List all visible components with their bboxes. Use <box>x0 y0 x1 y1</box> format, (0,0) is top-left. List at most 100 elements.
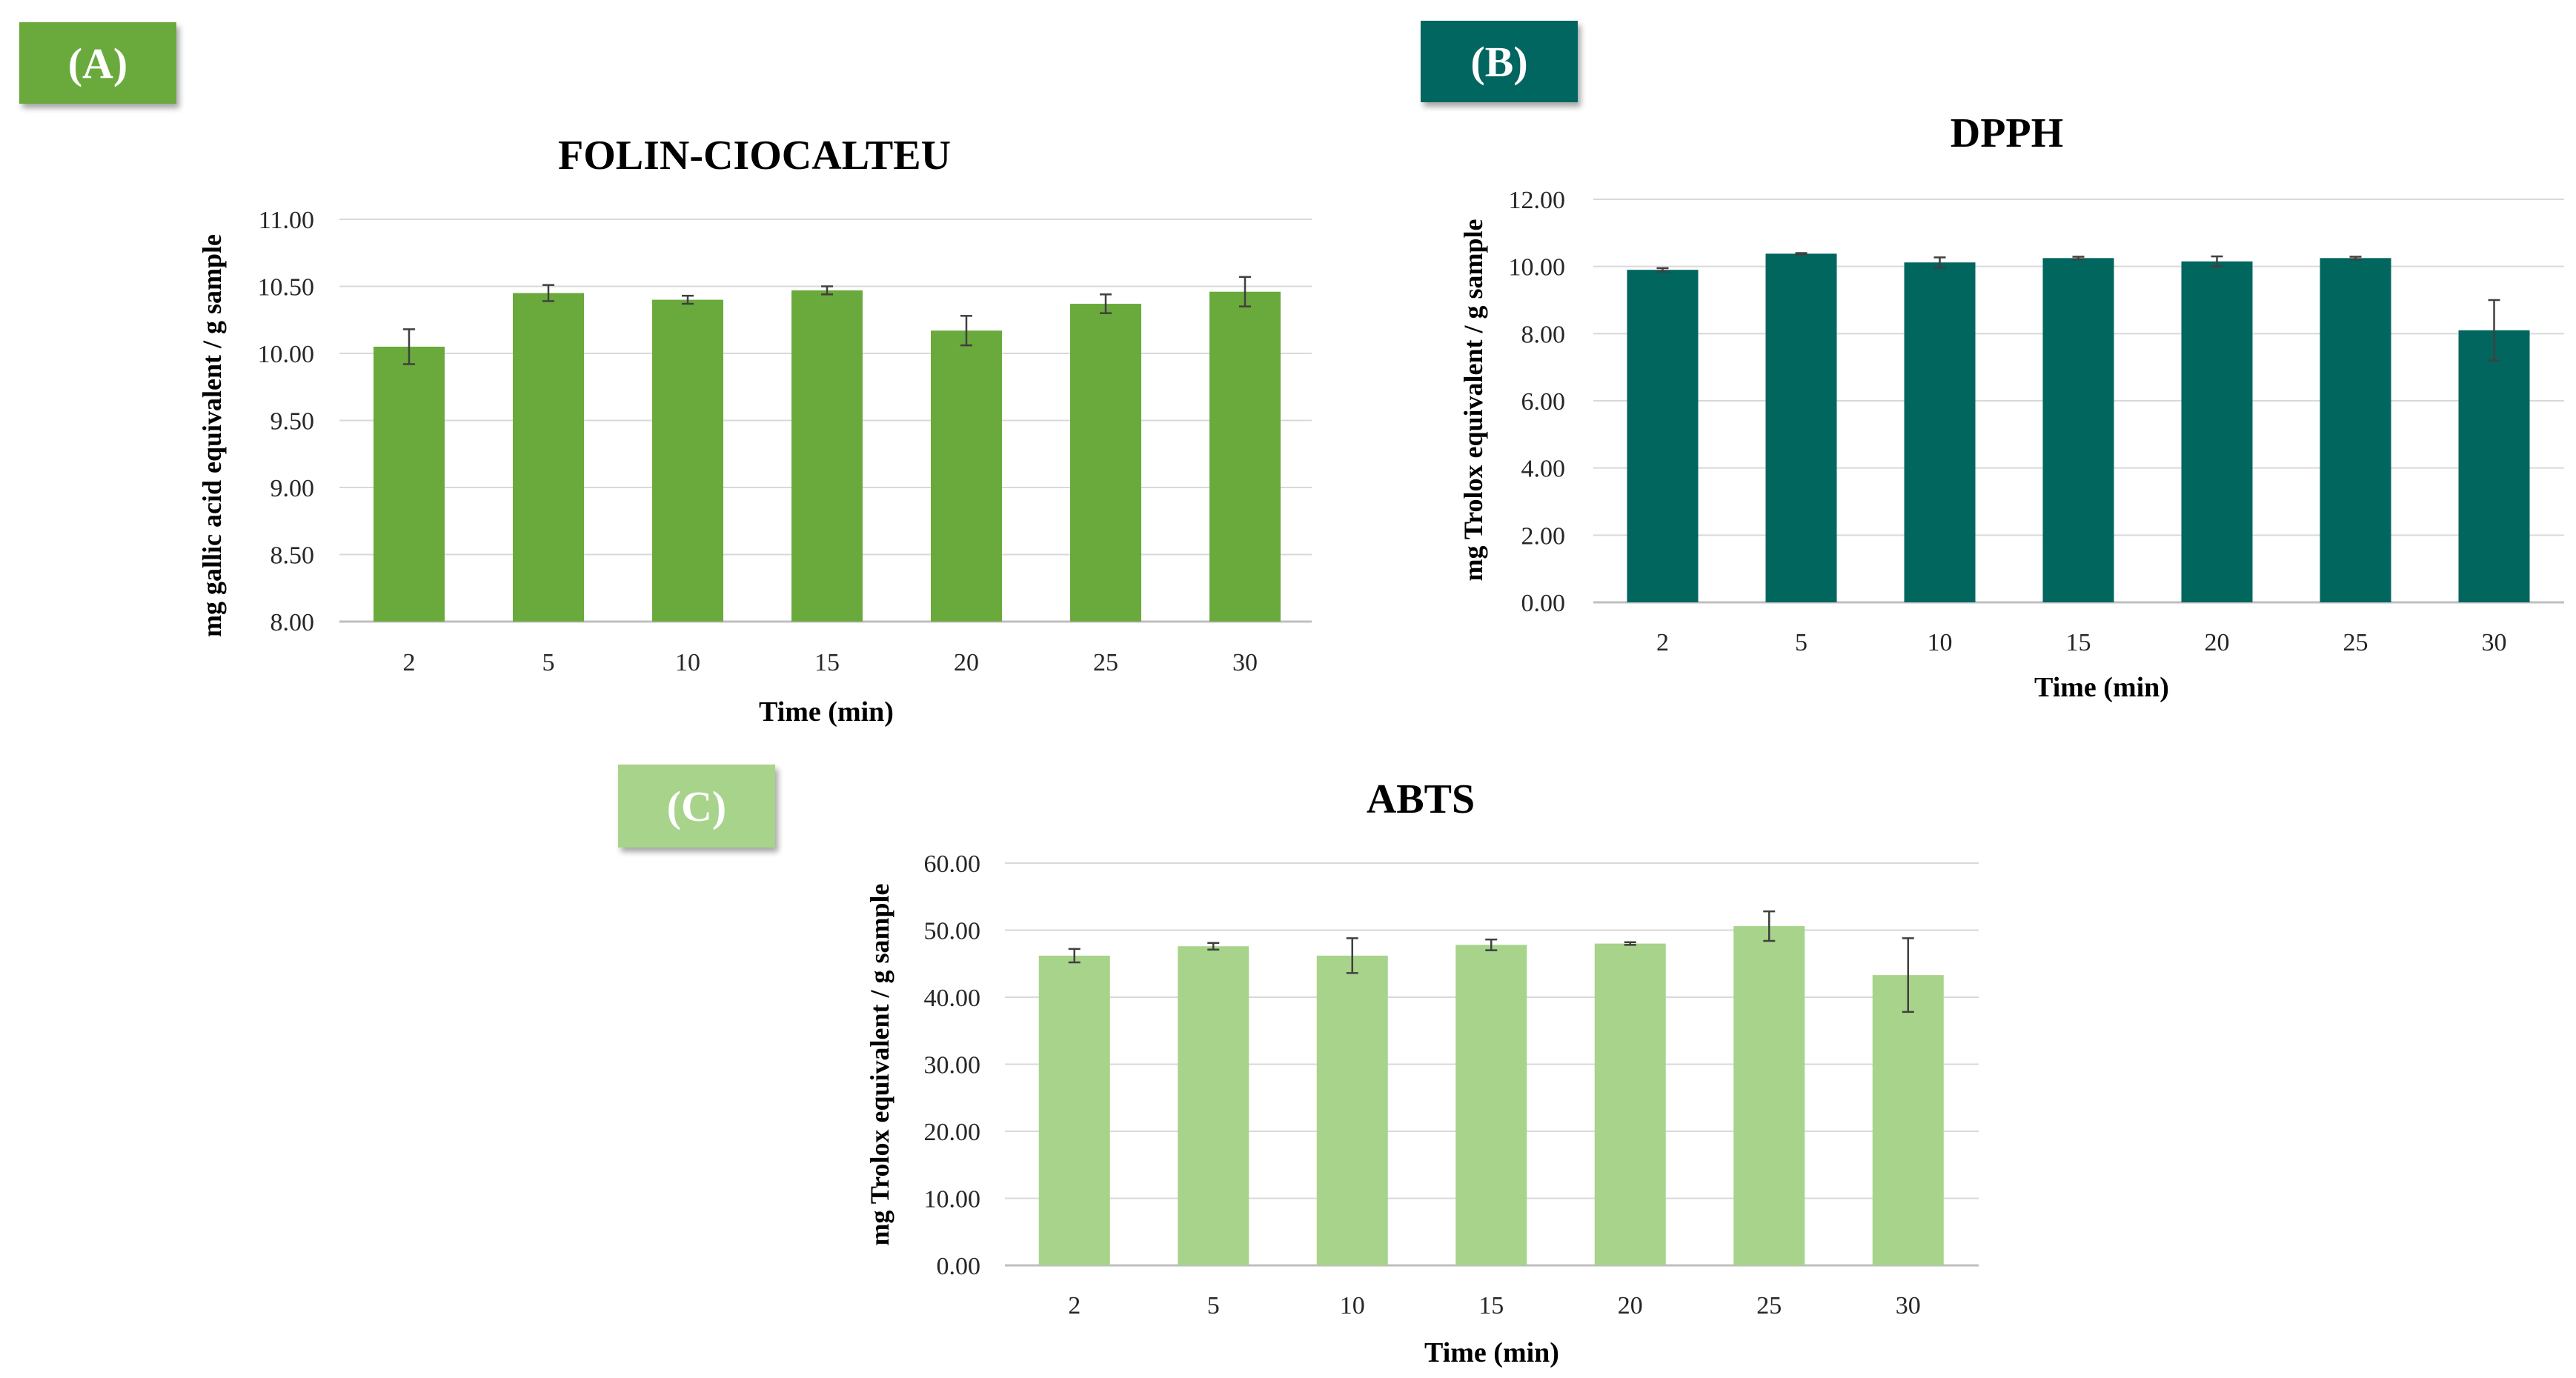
y-tick-label: 8.00 <box>270 609 315 636</box>
error-bar <box>1902 937 1914 1013</box>
y-tick-label: 20.00 <box>924 1119 981 1146</box>
y-tick-label: 11.00 <box>259 207 314 234</box>
error-bar <box>1933 256 1946 269</box>
y-tick-label: 9.50 <box>270 408 315 436</box>
error-bar <box>2211 255 2223 267</box>
error-bar <box>960 315 972 347</box>
y-tick-label: 30.00 <box>924 1052 981 1079</box>
error-bar <box>682 294 694 305</box>
bar <box>1872 975 1944 1265</box>
x-tick-label: 30 <box>1896 1292 1921 1319</box>
y-tick-label: 0.00 <box>1521 590 1566 617</box>
bar <box>2320 258 2391 602</box>
panel-badge-c: (C) <box>618 765 775 848</box>
y-tick-label: 4.00 <box>1521 456 1566 483</box>
x-tick-label: 20 <box>2205 629 2230 656</box>
bar <box>1904 262 1976 602</box>
x-tick-label: 5 <box>542 649 555 676</box>
error-bar <box>1624 941 1636 946</box>
error-bar <box>1207 942 1220 951</box>
chart-title: FOLIN-CIOCALTEU <box>558 133 951 179</box>
y-tick-label: 0.00 <box>937 1253 981 1280</box>
y-axis-label: mg Trolox equivalent / g sample <box>1458 219 1488 581</box>
bar <box>652 299 723 622</box>
x-tick-label: 15 <box>814 649 840 676</box>
x-tick-label: 30 <box>2482 629 2507 656</box>
error-bar <box>2349 256 2362 261</box>
x-axis-label: Time (min) <box>759 696 894 728</box>
error-bar <box>1656 267 1669 273</box>
x-tick-label: 20 <box>954 649 979 676</box>
bar <box>2042 258 2114 602</box>
y-tick-label: 60.00 <box>924 851 981 878</box>
x-tick-label: 30 <box>1232 649 1258 676</box>
panel-badge-background <box>19 22 176 104</box>
x-tick-label: 20 <box>1618 1292 1643 1319</box>
chart-title: ABTS <box>1367 776 1475 822</box>
y-tick-label: 10.00 <box>258 341 315 368</box>
y-tick-label: 8.50 <box>270 542 315 570</box>
y-tick-label: 2.00 <box>1521 522 1566 550</box>
bar <box>1594 943 1666 1265</box>
bar <box>1038 955 1110 1265</box>
panel-label: (C) <box>667 782 727 831</box>
x-tick-label: 2 <box>1656 629 1669 656</box>
error-bar <box>2488 299 2500 362</box>
y-tick-label: 10.00 <box>924 1186 981 1214</box>
x-tick-label: 25 <box>1093 649 1118 676</box>
x-tick-label: 5 <box>1207 1292 1220 1319</box>
error-bar <box>1795 252 1807 256</box>
error-bar <box>821 285 833 296</box>
x-axis-label: Time (min) <box>1424 1337 1559 1368</box>
bar <box>791 290 863 622</box>
x-tick-label: 5 <box>1795 629 1807 656</box>
x-tick-label: 2 <box>1068 1292 1080 1319</box>
y-axis-label: mg Trolox equivalent / g sample <box>865 883 894 1245</box>
bar <box>1070 304 1141 622</box>
chart-folin-ciocalteu: FOLIN-CIOCALTEU 8.00 8.50 9.00 9.50 10.00 10.5… <box>197 133 1312 728</box>
y-axis-label: mg gallic acid equivalent / g sample <box>197 234 227 637</box>
x-tick-label: 10 <box>675 649 700 676</box>
x-axis-label: Time (min) <box>2034 672 2169 703</box>
bar <box>1627 270 1699 602</box>
bar <box>374 346 445 622</box>
x-tick-label: 2 <box>403 649 416 676</box>
y-tick-label: 12.00 <box>1509 187 1566 214</box>
panel-badge-b: (B) <box>1421 21 1578 102</box>
x-tick-label: 10 <box>1340 1292 1365 1319</box>
error-bar <box>403 328 415 365</box>
error-bar <box>1485 938 1498 951</box>
y-tick-label: 10.00 <box>1509 254 1566 282</box>
chart-title: DPPH <box>1951 110 2063 156</box>
error-bar <box>1346 937 1358 974</box>
y-tick-label: 40.00 <box>924 985 981 1012</box>
error-bar <box>1068 948 1080 964</box>
error-bar <box>2072 256 2085 261</box>
x-tick-label: 10 <box>1928 629 1953 656</box>
bar <box>2458 330 2530 602</box>
y-tick-label: 6.00 <box>1521 388 1566 416</box>
bar <box>1455 945 1527 1265</box>
error-bar <box>1763 910 1776 942</box>
y-tick-label: 9.00 <box>270 475 315 502</box>
y-tick-label: 10.50 <box>258 274 315 302</box>
bar <box>1316 955 1388 1265</box>
y-tick-label: 8.00 <box>1521 321 1566 348</box>
bar <box>931 330 1002 622</box>
y-tick-label: 50.00 <box>924 918 981 945</box>
x-tick-label: 25 <box>2343 629 2368 656</box>
panel-badge-background <box>1421 21 1578 102</box>
bar <box>1733 926 1805 1265</box>
panel-label: (A) <box>68 39 128 87</box>
bar <box>2181 261 2253 602</box>
bar <box>513 293 584 622</box>
x-tick-label: 25 <box>1756 1292 1782 1319</box>
error-bar <box>1239 276 1251 307</box>
x-tick-label: 15 <box>1478 1292 1504 1319</box>
panel-badge-background <box>618 765 775 848</box>
bar <box>1209 291 1281 622</box>
bar <box>1765 253 1837 602</box>
